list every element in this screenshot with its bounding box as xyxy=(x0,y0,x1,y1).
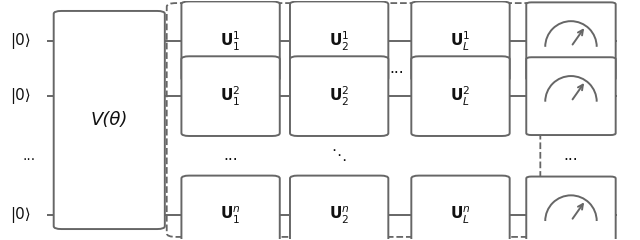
Text: $\mathbf{U}_{2}^{2}$: $\mathbf{U}_{2}^{2}$ xyxy=(329,84,349,108)
Text: $\mathbf{U}_{2}^{n}$: $\mathbf{U}_{2}^{n}$ xyxy=(329,205,349,226)
FancyBboxPatch shape xyxy=(181,56,280,136)
FancyBboxPatch shape xyxy=(54,11,165,229)
FancyBboxPatch shape xyxy=(526,177,616,240)
FancyBboxPatch shape xyxy=(181,1,280,81)
FancyBboxPatch shape xyxy=(412,56,509,136)
FancyBboxPatch shape xyxy=(290,1,388,81)
Text: ...: ... xyxy=(564,148,579,163)
FancyBboxPatch shape xyxy=(290,56,388,136)
Text: $\mathbf{U}_{L}^{2}$: $\mathbf{U}_{L}^{2}$ xyxy=(451,84,470,108)
Text: |0⟩: |0⟩ xyxy=(10,33,31,49)
Text: $\mathbf{U}_{L}^{n}$: $\mathbf{U}_{L}^{n}$ xyxy=(450,205,471,226)
Text: |0⟩: |0⟩ xyxy=(10,207,31,223)
Text: $\mathbf{U}_{L}^{1}$: $\mathbf{U}_{L}^{1}$ xyxy=(451,30,470,53)
Text: $\mathbf{U}_{1}^{2}$: $\mathbf{U}_{1}^{2}$ xyxy=(220,84,241,108)
Text: |0⟩: |0⟩ xyxy=(10,88,31,104)
Text: $\mathbf{U}_{1}^{1}$: $\mathbf{U}_{1}^{1}$ xyxy=(220,30,241,53)
FancyBboxPatch shape xyxy=(412,1,509,81)
FancyBboxPatch shape xyxy=(526,2,616,80)
Text: ...: ... xyxy=(23,149,36,163)
FancyBboxPatch shape xyxy=(290,176,388,240)
Text: ...: ... xyxy=(223,148,238,163)
Text: $\mathbf{U}_{1}^{n}$: $\mathbf{U}_{1}^{n}$ xyxy=(220,205,241,226)
Text: $\mathbf{U}_{2}^{1}$: $\mathbf{U}_{2}^{1}$ xyxy=(329,30,349,53)
FancyBboxPatch shape xyxy=(181,176,280,240)
Text: ...: ... xyxy=(389,61,404,76)
Text: ⋱: ⋱ xyxy=(332,148,347,163)
FancyBboxPatch shape xyxy=(412,176,509,240)
Text: V(θ): V(θ) xyxy=(91,111,128,129)
FancyBboxPatch shape xyxy=(526,57,616,135)
